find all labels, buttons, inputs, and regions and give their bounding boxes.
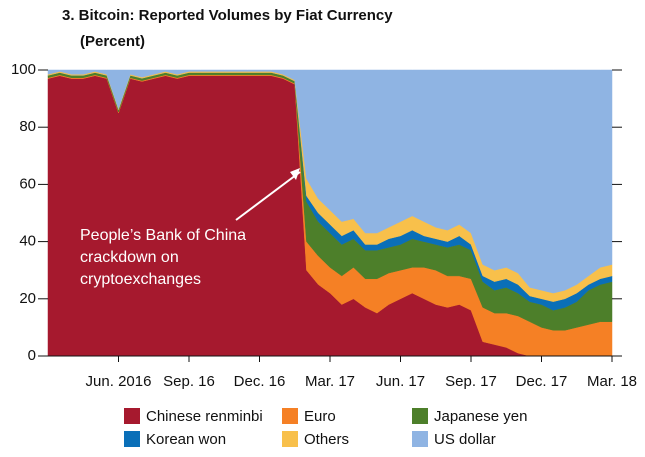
x-tick-label: Dec. 17 — [516, 373, 568, 390]
areas — [47, 69, 613, 357]
annotation: People’s Bank of China — [80, 227, 246, 244]
annotation-arrow — [235, 171, 301, 221]
chart-title: 3. Bitcoin: Reported Volumes by Fiat Cur… — [62, 7, 393, 24]
legend-label: Japanese yen — [434, 408, 527, 425]
x-tick-label: Sep. 17 — [445, 373, 497, 390]
y-tick-label: 80 — [19, 118, 36, 135]
legend-swatch — [412, 431, 428, 447]
y-tick-label: 100 — [11, 61, 36, 78]
x-tick-label: Jun. 2016 — [86, 373, 152, 390]
annotation: cryptoexchanges — [80, 271, 201, 288]
legend-swatch — [412, 408, 428, 424]
x-tick-label: Sep. 16 — [163, 373, 215, 390]
x-tick-label: Mar. 17 — [305, 373, 355, 390]
legend-label: US dollar — [434, 431, 496, 448]
legend-label: Chinese renminbi — [146, 408, 263, 425]
legend-swatch — [124, 408, 140, 424]
chart-subtitle: (Percent) — [80, 33, 145, 50]
legend-swatch — [282, 431, 298, 447]
y-tick-label: 60 — [19, 175, 36, 192]
y-tick-label: 0 — [28, 347, 36, 364]
x-tick-label: Mar. 18 — [587, 373, 637, 390]
legend-label: Korean won — [146, 431, 226, 448]
y-tick-label: 40 — [19, 233, 36, 250]
legend-swatch — [124, 431, 140, 447]
legend-label: Others — [304, 431, 349, 448]
y-tick-label: 20 — [19, 290, 36, 307]
annotation: crackdown on — [80, 249, 179, 266]
x-tick-label: Jun. 17 — [376, 373, 425, 390]
arrow-head — [290, 168, 300, 180]
x-tick-label: Dec. 16 — [234, 373, 286, 390]
area — [47, 69, 613, 294]
legend-label: Euro — [304, 408, 336, 425]
legend-swatch — [282, 408, 298, 424]
